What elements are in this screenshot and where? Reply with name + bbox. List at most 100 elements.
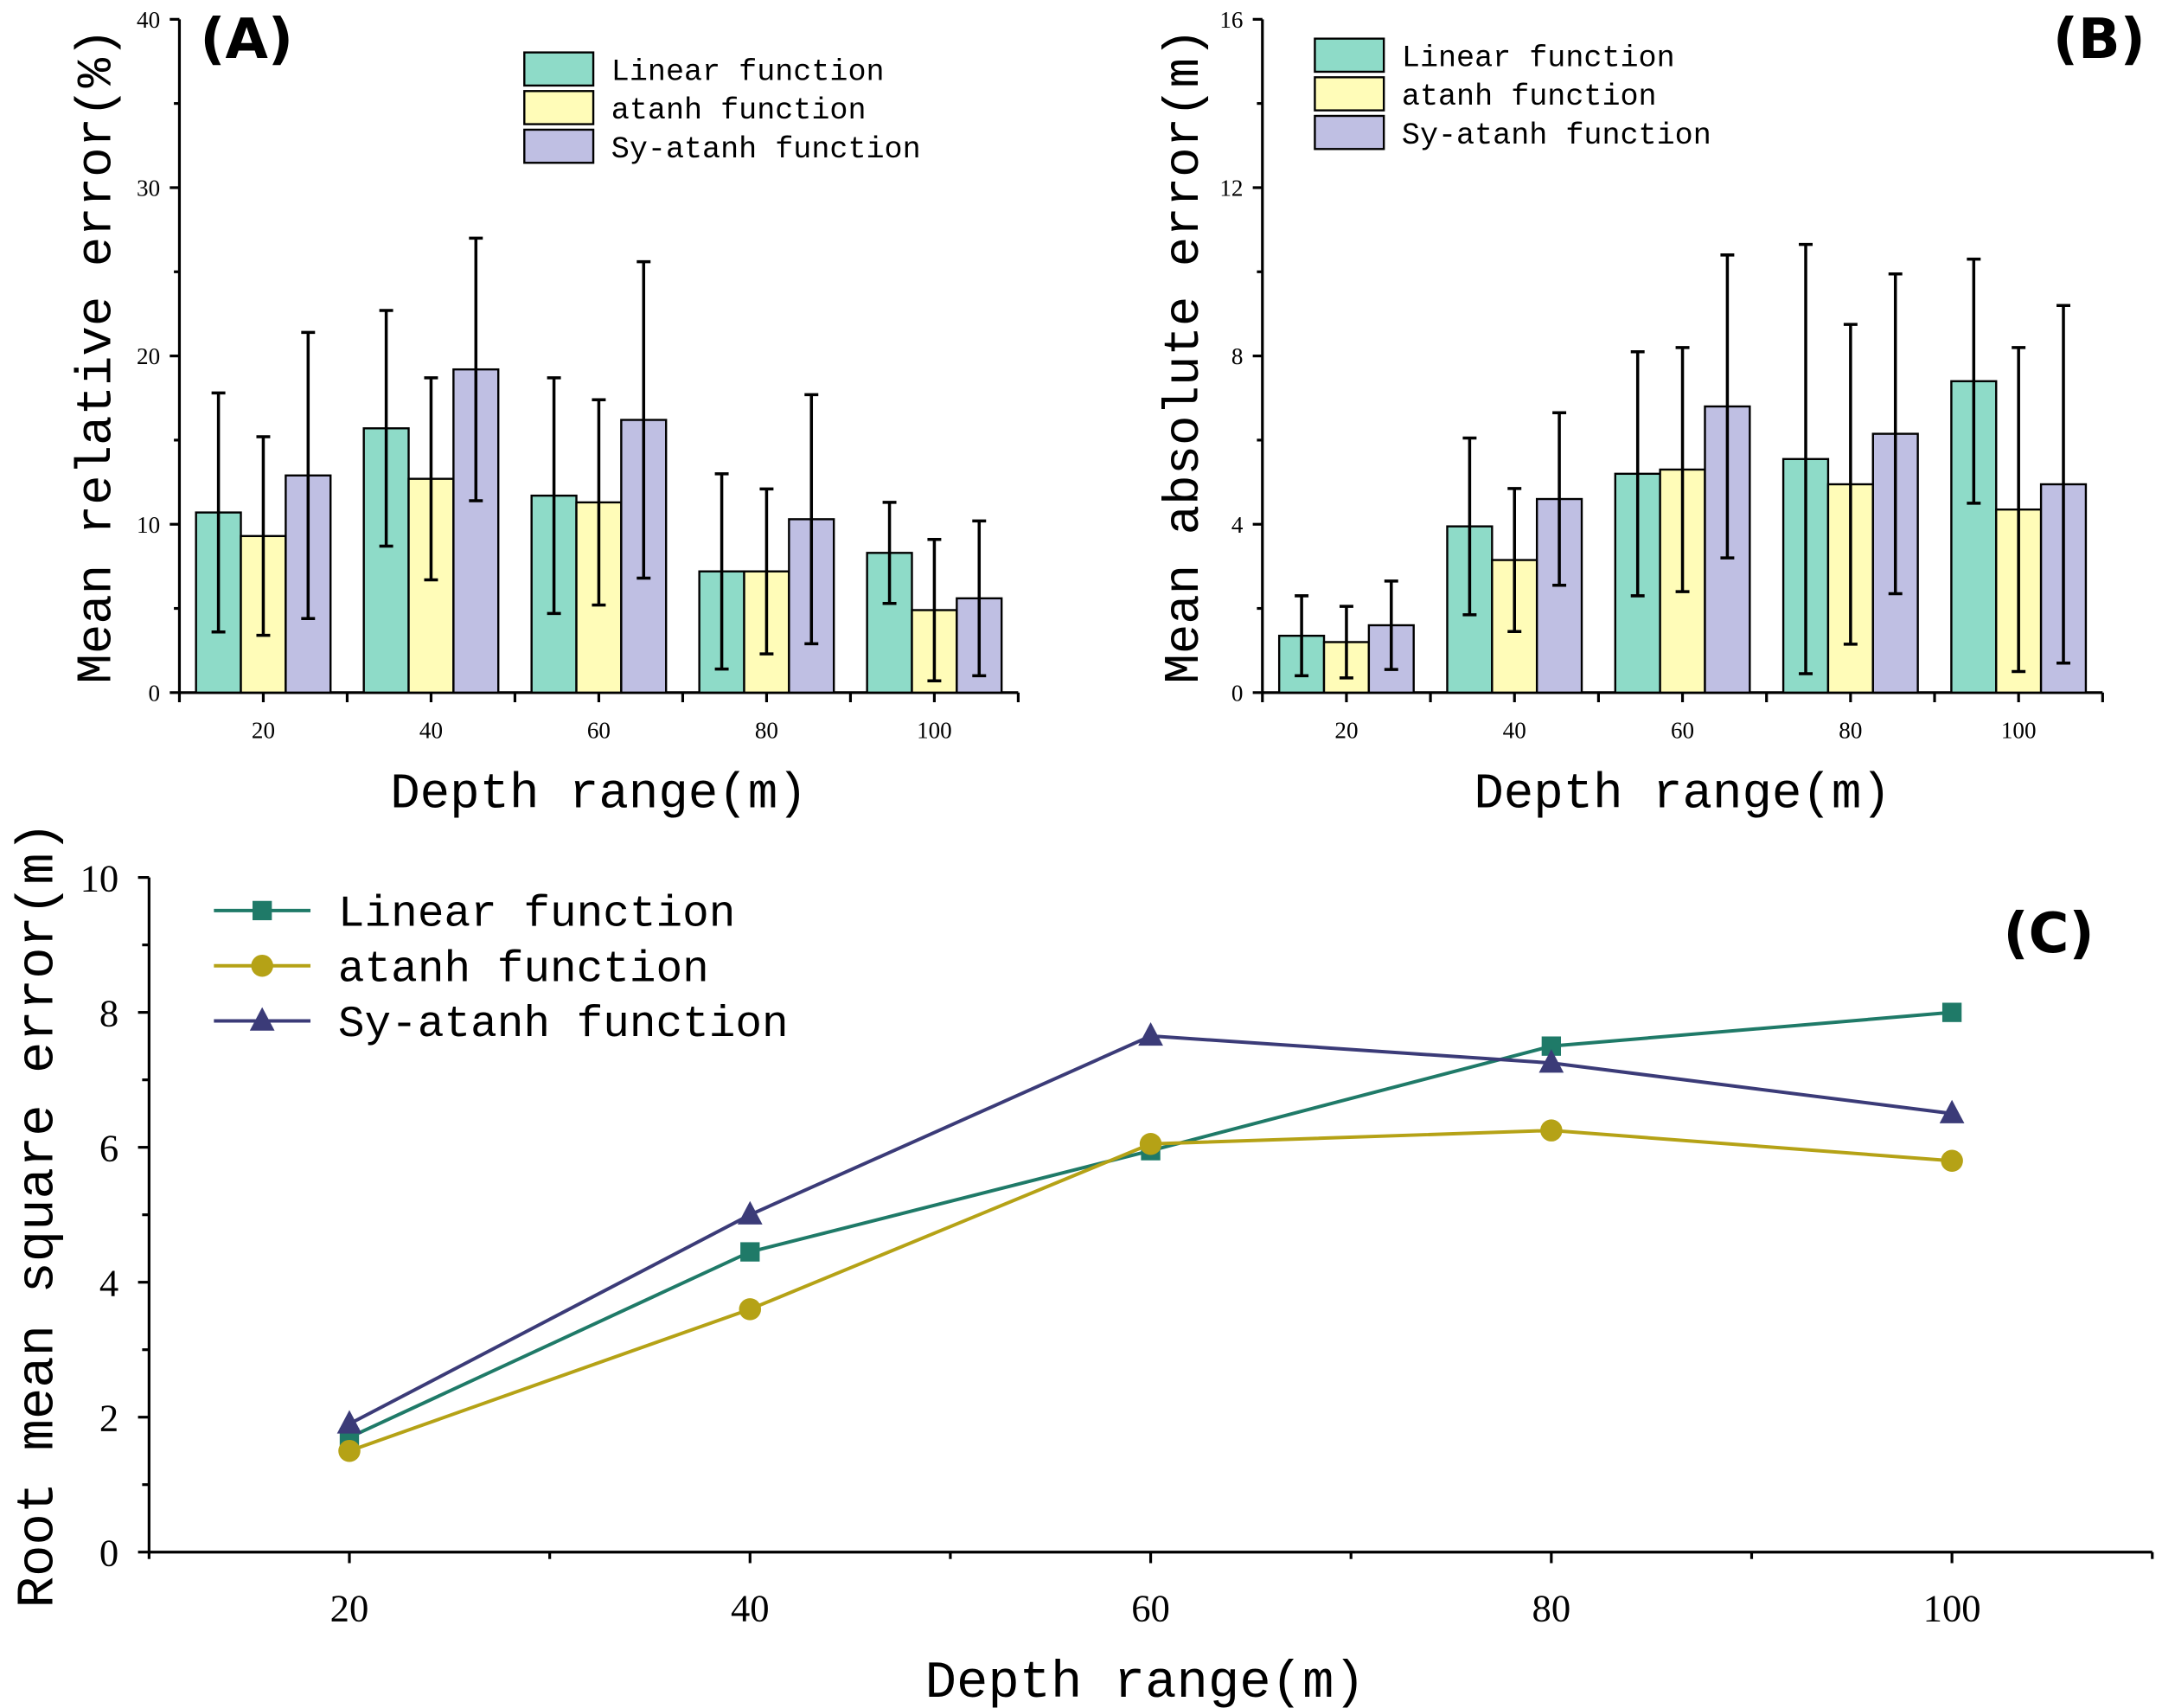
x-axis-title: Depth range(m) — [390, 766, 807, 822]
error-bar — [1799, 242, 1813, 675]
marker-square — [253, 900, 272, 921]
error-bar — [1843, 323, 1858, 646]
series-sy-atanh — [336, 1021, 1965, 1434]
x-tick-label: 80 — [1532, 1586, 1571, 1629]
legend-label: atanh function — [338, 944, 709, 995]
error-bar — [1888, 272, 1903, 596]
error-bar — [211, 391, 226, 634]
legend-label: atanh function — [611, 93, 867, 128]
legend-swatch — [523, 90, 595, 125]
y-axis-title: Mean relative error(%) — [70, 29, 126, 684]
y-tick-label: 2 — [99, 1397, 118, 1440]
error-bar — [1720, 253, 1735, 560]
legend-label: Linear function — [338, 889, 736, 939]
bar-sy-atanh — [1535, 497, 1583, 694]
x-tick-label: 20 — [252, 717, 275, 743]
y-tick-label: 16 — [1219, 7, 1243, 33]
y-tick-label: 4 — [1231, 512, 1244, 538]
x-tick-label: 100 — [917, 717, 952, 743]
error-bar — [927, 537, 942, 682]
marker-square — [740, 1242, 760, 1262]
marker-circle — [1139, 1133, 1162, 1155]
error-bar — [592, 398, 606, 607]
error-bar — [547, 376, 561, 616]
x-tick-label: 60 — [1131, 1586, 1170, 1629]
error-bar — [424, 376, 438, 582]
x-tick-label: 20 — [1334, 717, 1358, 743]
x-tick-label: 20 — [330, 1586, 369, 1629]
panel-label: (C) — [2003, 902, 2094, 966]
legend-label: Linear function — [611, 55, 885, 90]
marker-square — [1541, 1036, 1562, 1056]
y-tick-label: 20 — [137, 343, 160, 369]
legend-swatch — [1314, 76, 1385, 112]
y-tick-label: 10 — [137, 512, 160, 538]
error-bar — [1339, 605, 1353, 680]
panel-a: 0 10 20 30 40 20 40 60 80 100 Depth range(m) Mean r… — [70, 7, 1020, 822]
y-tick-label: 12 — [1219, 176, 1243, 202]
error-bar — [882, 501, 897, 605]
error-bar — [759, 487, 774, 656]
panel-c: 0 2 4 6 8 10 20 40 60 80 100 Depth range(m) Root mea… — [10, 822, 2154, 1708]
x-tick-label: 80 — [755, 717, 778, 743]
marker-circle — [338, 1439, 361, 1462]
x-tick-label: 60 — [1671, 717, 1694, 743]
error-bar — [2012, 346, 2026, 674]
y-axis-title: Mean absolute error(m) — [1157, 29, 1213, 684]
marker-circle — [1941, 1149, 1963, 1173]
marker-triangle — [249, 1007, 275, 1031]
error-bar — [1462, 436, 1477, 617]
x-tick-label: 40 — [1503, 717, 1526, 743]
marker-triangle — [737, 1200, 763, 1225]
panel-label: (A) — [200, 8, 293, 72]
y-axis-title: Root mean square error(m) — [10, 822, 69, 1608]
error-bar — [714, 472, 729, 671]
y-tick-label: 4 — [99, 1262, 118, 1305]
error-bar — [301, 330, 316, 620]
x-axis-title: Depth range(m) — [925, 1654, 1366, 1708]
x-tick-label: 40 — [419, 717, 443, 743]
y-tick-label: 0 — [1231, 680, 1244, 706]
x-tick-label: 40 — [731, 1586, 770, 1629]
marker-triangle — [1939, 1099, 1965, 1123]
error-bar — [1295, 594, 1309, 678]
error-bar — [1675, 346, 1690, 593]
legend-swatch — [1314, 37, 1385, 74]
y-tick-label: 8 — [1231, 343, 1244, 369]
x-tick-label: 100 — [2001, 717, 2037, 743]
x-tick-label: 100 — [1923, 1586, 1981, 1629]
panel-label: (B) — [2053, 8, 2146, 72]
series-line — [349, 1010, 1953, 1439]
y-tick-label: 0 — [99, 1532, 118, 1575]
error-bar — [2056, 304, 2071, 665]
marker-triangle — [1138, 1021, 1163, 1046]
panel-b: 0 4 8 12 16 20 40 60 80 100 Depth range(m) Mean abs… — [1157, 7, 2146, 822]
legend-swatch — [523, 128, 595, 164]
error-bar — [469, 236, 483, 502]
series-line — [349, 1129, 1953, 1453]
x-tick-label: 60 — [587, 717, 611, 743]
y-tick-label: 6 — [99, 1127, 118, 1170]
marker-square — [1941, 1002, 1962, 1022]
marker-circle — [1540, 1119, 1563, 1142]
legend-label: Sy-atanh function — [338, 1000, 789, 1050]
marker-circle — [251, 954, 273, 977]
error-bar — [804, 393, 819, 646]
marker-triangle — [336, 1410, 362, 1434]
legend-swatch — [1314, 114, 1385, 150]
y-tick-label: 0 — [149, 680, 161, 706]
error-bar — [1552, 411, 1567, 587]
legend-label: Linear function — [1402, 42, 1675, 76]
legend-label: atanh function — [1402, 80, 1657, 114]
y-tick-label: 10 — [80, 857, 119, 900]
series-atanh — [338, 1119, 1963, 1462]
error-bar — [1967, 257, 1981, 505]
error-bar — [379, 309, 393, 548]
x-tick-label: 80 — [1839, 717, 1862, 743]
error-bar — [1630, 349, 1645, 598]
marker-circle — [739, 1298, 762, 1321]
x-axis-title: Depth range(m) — [1474, 766, 1890, 822]
error-bar — [256, 435, 271, 637]
y-tick-label: 30 — [137, 176, 160, 202]
